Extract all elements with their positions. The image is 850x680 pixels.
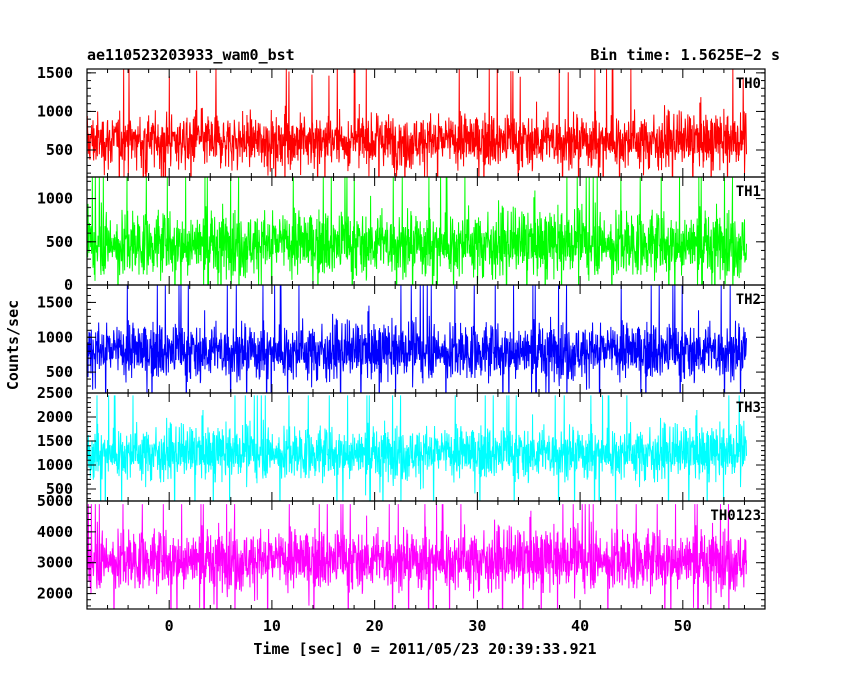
series-label-th2: TH2 — [736, 292, 761, 308]
y-tick-label: 3000 — [37, 554, 73, 572]
series-label-th0: TH0 — [736, 76, 761, 92]
y-tick-label: 500 — [46, 480, 73, 498]
panel-frame — [86, 68, 766, 178]
y-tick-label: 1000 — [37, 456, 73, 474]
series-line-th2 — [87, 285, 748, 393]
y-tick-label: 1000 — [37, 102, 73, 120]
y-tick-label: 4000 — [37, 523, 73, 541]
series-line-th1 — [87, 177, 748, 285]
y-tick-label: 1000 — [37, 328, 73, 346]
y-tick-label: 500 — [46, 141, 73, 159]
x-tick-label: 40 — [571, 617, 589, 635]
y-tick-label: 1500 — [37, 432, 73, 450]
series-line-th0123 — [87, 504, 748, 609]
y-tick-label: 5000 — [37, 492, 73, 510]
y-tick-label: 500 — [46, 363, 73, 381]
y-tick-label: 2500 — [37, 384, 73, 402]
x-tick-label: 30 — [468, 617, 486, 635]
x-tick-label: 20 — [366, 617, 384, 635]
panel-th3: 500 1000 1500 2000 2500 TH3 — [37, 384, 766, 502]
y-axis-title: Counts/sec — [4, 300, 22, 390]
x-tick-label: 50 — [674, 617, 692, 635]
series-label-th1: TH1 — [736, 184, 761, 200]
panel-th0123: 2000 3000 4000 5000 TH0123 — [37, 492, 766, 610]
y-tick-label: 2000 — [37, 585, 73, 603]
y-tick-label: 1500 — [37, 64, 73, 82]
panel-frame — [86, 500, 766, 610]
panel-th1: 0 500 1000 TH1 — [37, 176, 766, 294]
y-tick-label: 0 — [64, 276, 73, 294]
x-tick-label: 0 — [165, 617, 174, 635]
y-tick-label: 1500 — [37, 293, 73, 311]
y-tick-label: 2000 — [37, 408, 73, 426]
y-tick-label: 1000 — [37, 190, 73, 208]
chart-title: ae110523203933_wam0_bst — [87, 46, 295, 64]
x-axis-title: Time [sec] 0 = 2011/05/23 20:39:33.921 — [253, 640, 596, 658]
bin-time-label: Bin time: 1.5625E−2 s — [590, 46, 780, 64]
series-line-th0 — [87, 69, 748, 177]
y-tick-label: 500 — [46, 233, 73, 251]
series-label-th3: TH3 — [736, 400, 761, 416]
series-label-th0123: TH0123 — [710, 508, 761, 524]
series-line-th3 — [87, 395, 748, 501]
x-tick-label: 10 — [263, 617, 281, 635]
